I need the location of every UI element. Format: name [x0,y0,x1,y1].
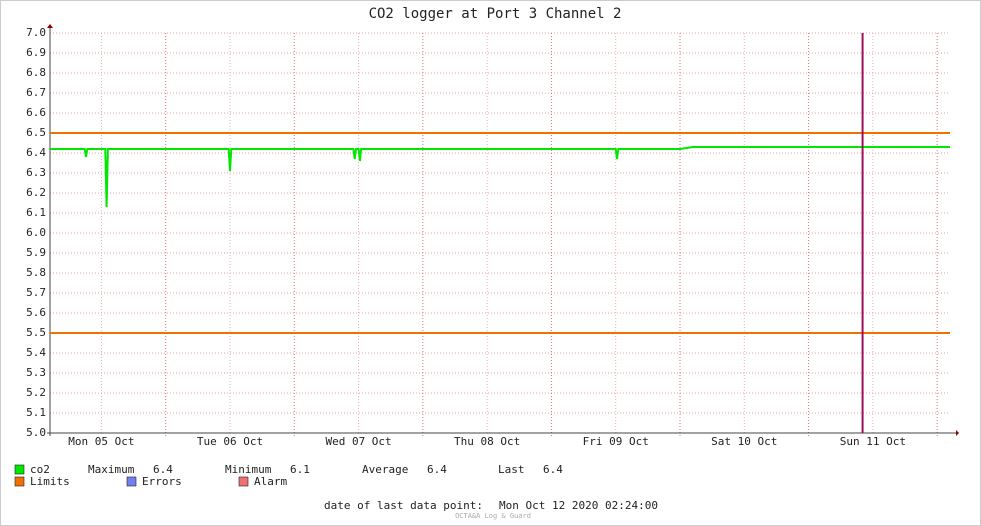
x-tick-label: Mon 05 Oct [68,435,134,448]
legend-swatch [14,476,25,487]
stat-value: 6.1 [290,463,310,476]
legend-swatch [238,476,249,487]
watermark: OCTA&A Log & Guard [455,512,531,520]
y-tick-label: 5.1 [26,406,46,419]
stat-value: 6.4 [427,463,447,476]
footer-label: date of last data point: [324,499,483,512]
legend-swatch [126,476,137,487]
y-tick-label: 6.0 [26,226,46,239]
x-tick-label: Fri 09 Oct [583,435,649,448]
y-tick-label: 6.1 [26,206,46,219]
stat-value: 6.4 [543,463,563,476]
y-tick-label: 6.4 [26,146,46,159]
footer-value: Mon Oct 12 2020 02:24:00 [499,499,658,512]
legend-label: Errors [142,475,182,488]
legend-label: Alarm [254,475,287,488]
x-tick-label: Wed 07 Oct [325,435,391,448]
y-tick-label: 5.5 [26,326,46,339]
y-tick-label: 5.0 [26,426,46,439]
y-tick-label: 5.3 [26,366,46,379]
y-tick-label: 5.4 [26,346,46,359]
x-tick-label: Tue 06 Oct [197,435,263,448]
x-tick-label: Sat 10 Oct [711,435,777,448]
y-tick-label: 6.5 [26,126,46,139]
legend-label: co2 [30,463,50,476]
y-tick-label: 6.7 [26,86,46,99]
x-tick-label: Thu 08 Oct [454,435,520,448]
y-tick-label: 6.2 [26,186,46,199]
y-tick-label: 5.6 [26,306,46,319]
y-tick-label: 7.0 [26,26,46,39]
chart-title: CO2 logger at Port 3 Channel 2 [369,6,622,22]
y-axis-arrow [47,24,53,28]
stat-label: Maximum [88,463,135,476]
data-line [50,146,950,208]
y-tick-label: 5.2 [26,386,46,399]
legend-swatch [14,464,25,475]
stat-label: Minimum [225,463,272,476]
stat-value: 6.4 [153,463,173,476]
y-tick-label: 5.9 [26,246,46,259]
y-tick-label: 5.8 [26,266,46,279]
x-tick-label: Sun 11 Oct [840,435,906,448]
y-tick-label: 5.7 [26,286,46,299]
x-axis-arrow [956,430,959,436]
y-tick-label: 6.8 [26,66,46,79]
stat-label: Last [498,463,525,476]
stat-label: Average [362,463,408,476]
y-tick-label: 6.9 [26,46,46,59]
y-tick-label: 6.3 [26,166,46,179]
y-tick-label: 6.6 [26,106,46,119]
legend-label: Limits [30,475,70,488]
